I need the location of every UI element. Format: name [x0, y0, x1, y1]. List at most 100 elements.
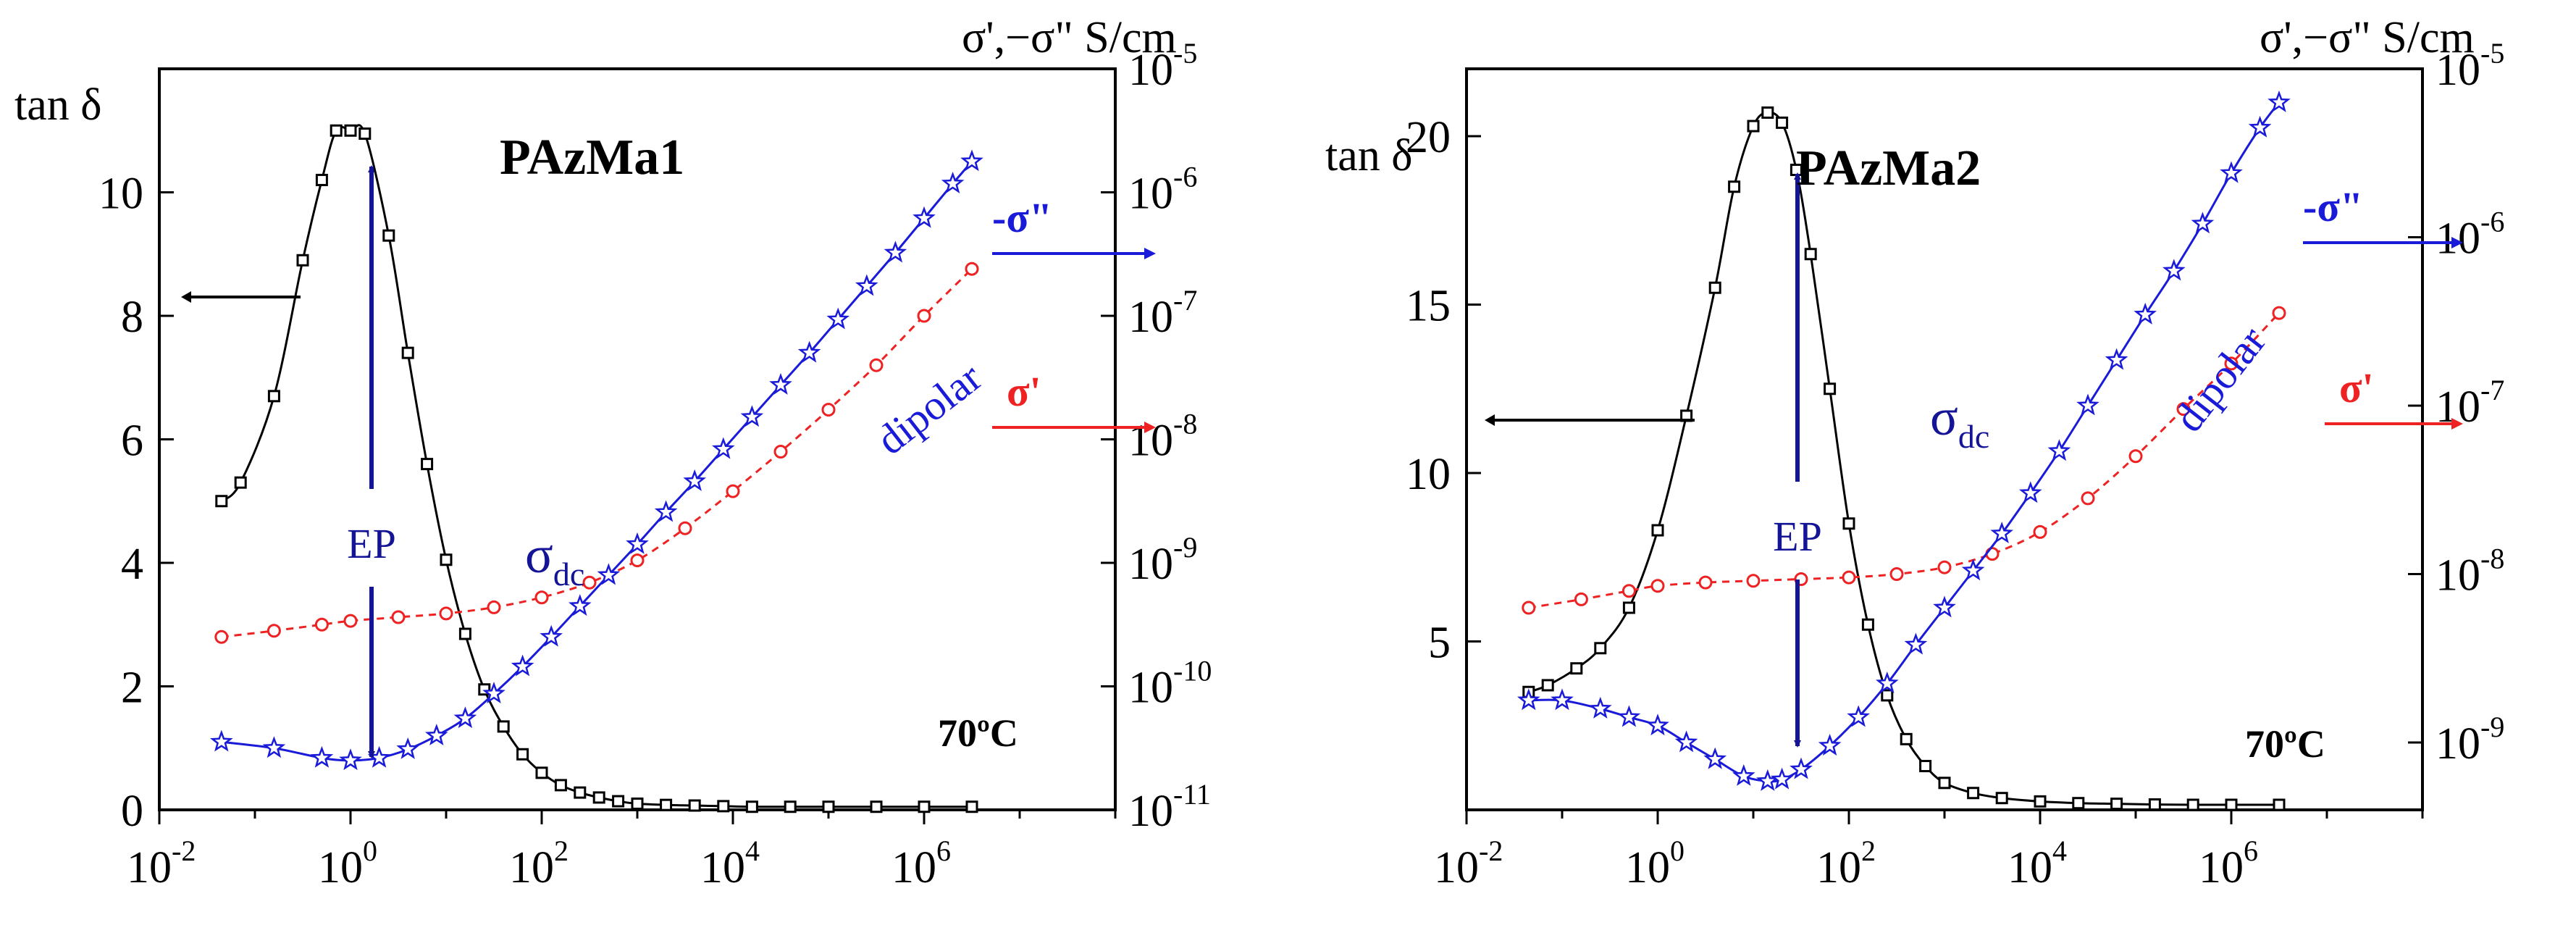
- data-point-circle: [869, 358, 884, 372]
- x-tick-label: 106: [891, 834, 951, 892]
- data-point-square: [1728, 180, 1741, 193]
- data-point-star: [339, 748, 362, 771]
- left-axis-label: tan δ: [1325, 131, 1412, 180]
- data-point-circle: [1937, 560, 1952, 574]
- data-point-star: [540, 624, 563, 647]
- left-axis-ticks: 0 2 4 6 8 10: [98, 170, 174, 836]
- right-tick-label: 10-9: [2436, 711, 2504, 769]
- data-point-star: [1516, 688, 1540, 711]
- data-point-square: [234, 476, 247, 489]
- data-point-square: [660, 798, 673, 811]
- right-tick-label: 10-6: [2436, 206, 2504, 264]
- data-point-star: [884, 240, 907, 263]
- data-point-star: [1755, 769, 1779, 791]
- data-point-circle: [917, 309, 931, 323]
- chart-title: PAzMa1: [500, 130, 684, 185]
- series-layer: [1516, 90, 2291, 811]
- data-point-circle: [1842, 570, 1856, 585]
- left-tick-label: 4: [121, 540, 143, 589]
- data-point-square: [822, 800, 835, 813]
- data-point-star: [960, 149, 983, 172]
- data-point-star: [1961, 558, 1985, 581]
- data-point-square: [870, 800, 883, 813]
- data-point-square: [574, 786, 587, 799]
- data-point-star: [310, 745, 334, 768]
- sigma-prime-arrowhead: [2451, 418, 2463, 430]
- data-point-square: [1919, 760, 1932, 773]
- data-point-square: [1995, 792, 2008, 805]
- data-point-square: [1967, 787, 1980, 800]
- data-point-square: [358, 127, 372, 141]
- data-point-square: [497, 720, 510, 733]
- data-point-star: [2220, 161, 2243, 183]
- series-line: [1528, 111, 2279, 806]
- data-point-circle: [1574, 592, 1588, 606]
- data-point-circle: [439, 606, 453, 621]
- left-tick-label: 10: [98, 170, 143, 219]
- data-point-circle: [2176, 402, 2191, 417]
- data-point-star: [2105, 348, 2128, 370]
- data-point-circle: [267, 624, 281, 638]
- data-point-star: [1990, 522, 2014, 544]
- data-point-square: [1881, 689, 1894, 702]
- data-point-square: [267, 390, 280, 403]
- series-layer: [209, 124, 983, 813]
- sigma-prime-label: σ': [1007, 368, 1041, 415]
- data-point-star: [262, 736, 286, 758]
- data-point-circle: [487, 600, 501, 614]
- sigma-prime-arrowhead: [1144, 422, 1156, 433]
- data-point-star: [568, 594, 592, 616]
- data-point-star: [1588, 696, 1612, 719]
- data-point-square: [631, 797, 644, 810]
- data-point-star: [1732, 763, 1755, 786]
- data-point-square: [1776, 116, 1789, 129]
- data-point-circle: [726, 484, 740, 498]
- data-point-star: [453, 706, 477, 729]
- data-point-circle: [314, 617, 329, 632]
- series-line: [221, 160, 973, 762]
- data-point-square: [2273, 798, 2286, 811]
- left-tick-label: 8: [121, 293, 143, 342]
- neg-sigma-double-prime-arrowhead: [2451, 237, 2463, 248]
- x-axis-ticks: 10-2 100 102 104 106: [1434, 810, 2424, 892]
- data-point-square: [2110, 798, 2123, 811]
- data-point-square: [1938, 777, 1951, 790]
- right-axis-label: σ',−σ" S/cm: [2260, 13, 2475, 62]
- data-point-star: [711, 437, 735, 459]
- data-point-circle: [1522, 601, 1536, 615]
- data-point-star: [797, 340, 821, 363]
- left-tick-label: 0: [121, 787, 143, 836]
- data-point-star: [2047, 439, 2071, 461]
- data-point-star: [1551, 688, 1574, 711]
- x-tick-label: 100: [318, 834, 377, 892]
- data-point-star: [1790, 757, 1813, 779]
- data-point-square: [382, 229, 395, 242]
- left-axis-ticks: 5 10 15 20: [1406, 113, 1481, 668]
- right-tick-label: 10-8: [1128, 408, 1197, 466]
- data-point-star: [2134, 302, 2157, 325]
- x-axis-ticks: 10-2 100 102 104 106: [127, 810, 1117, 892]
- left-tick-label: 20: [1406, 113, 1451, 162]
- data-point-square: [784, 800, 797, 813]
- series-line: [221, 268, 973, 638]
- data-point-square: [215, 495, 228, 508]
- temperature-label: 70ºC: [938, 711, 1018, 755]
- right-tick-label: 10-6: [1128, 161, 1197, 219]
- data-point-circle: [1621, 584, 1636, 598]
- left-tick-label: 2: [121, 664, 143, 713]
- data-point-star: [769, 372, 792, 395]
- data-point-square: [330, 124, 343, 137]
- data-point-square: [535, 766, 548, 779]
- right-tick-label: 10-7: [2436, 374, 2504, 432]
- data-point-square: [344, 124, 357, 137]
- data-point-circle: [678, 521, 692, 535]
- data-point-star: [1617, 705, 1641, 727]
- data-point-square: [440, 553, 453, 566]
- data-point-star: [683, 469, 707, 491]
- data-point-star: [826, 307, 850, 330]
- data-point-star: [1933, 595, 1956, 618]
- right-axis-ticks: 10-9 10-8 10-7 10-6 10-5: [2408, 37, 2504, 769]
- right-tick-label: 10-7: [1128, 284, 1197, 342]
- data-point-square: [296, 254, 309, 267]
